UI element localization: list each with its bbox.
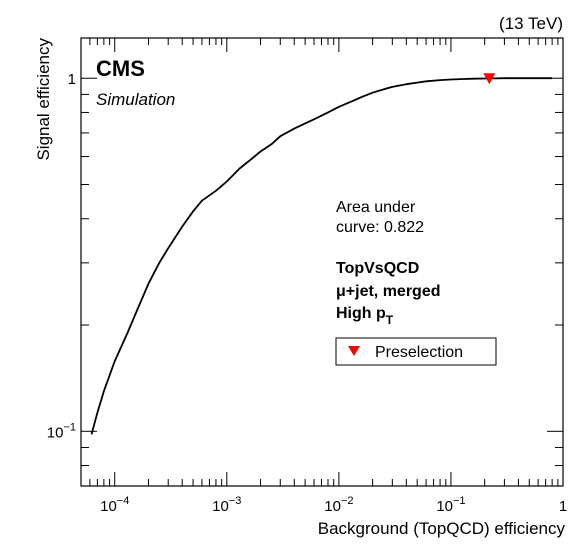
x-tick-label: 10−4 [100,495,129,515]
info-line-3-main: High p [336,305,386,322]
x-tick-label: 10−3 [212,495,241,515]
x-tick-base: 10 [100,498,117,515]
experiment-label: CMS [96,56,145,81]
auc-line-2: curve: 0.822 [336,219,424,236]
legend-box [335,337,497,366]
x-tick-exponent: −1 [453,495,466,507]
y-tick-label: 10−1 [47,421,76,441]
x-tick-exponent: −2 [341,495,354,507]
x-tick-base: 10 [212,498,229,515]
legend: Preselection [335,337,497,366]
x-tick-exponent: −4 [117,495,130,507]
simulation-label: Simulation [96,90,175,109]
x-tick-label: 10−1 [436,495,465,515]
y-tick-base: 10 [47,424,64,441]
y-tick-labels: 10−1 1 [47,71,76,441]
info-line-2: μ+jet, merged [336,283,441,300]
auc-line-1: Area under [336,199,416,216]
x-tick-labels: 10−4 10−3 10−2 10−1 1 [100,495,567,515]
roc-curve [90,77,553,435]
x-tick-base: 10 [324,498,341,515]
minor-ticks [80,38,563,487]
x-tick-base: 1 [559,498,567,515]
info-line-3-sub: T [386,313,394,327]
major-ticks [81,38,564,486]
marker-preselection [483,73,496,85]
legend-label-preselection: Preselection [375,344,463,361]
legend-marker-preselection [348,346,360,356]
y-tick-base: 1 [68,71,76,88]
x-tick-exponent: −3 [229,495,242,507]
working-point-markers [483,73,496,85]
info-line-1: TopVsQCD [336,260,419,277]
roc-curves [90,77,553,435]
x-tick-label: 1 [559,498,567,515]
y-axis-title: Signal efficiency [34,38,53,161]
x-tick-base: 10 [436,498,453,515]
energy-label: (13 TeV) [499,14,563,33]
x-axis-title: Background (TopQCD) efficiency [318,519,566,538]
x-tick-label: 10−2 [324,495,353,515]
info-line-3: High pT [336,305,394,327]
y-tick-exponent: −1 [63,421,76,433]
y-tick-label: 1 [68,71,76,88]
